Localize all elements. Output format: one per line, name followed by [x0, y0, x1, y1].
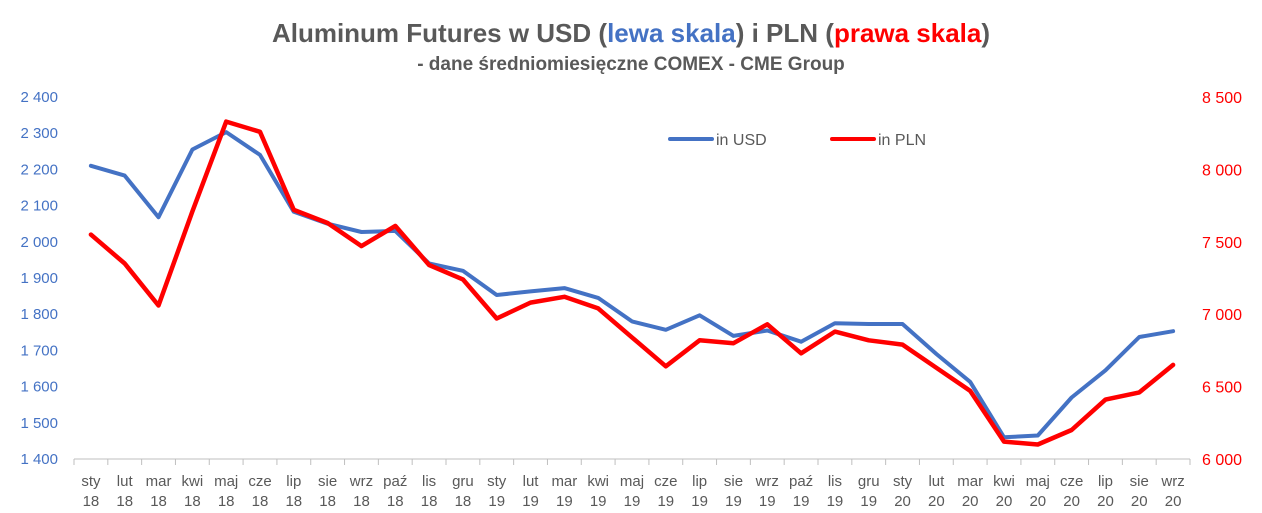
x-tick-label-month: wrz	[349, 473, 373, 490]
x-tick-label-month: cze	[248, 473, 271, 490]
x-tick-label-month: kwi	[182, 473, 204, 490]
x-tick-label-month: mar	[957, 473, 983, 490]
y-right-tick-label: 7 500	[1202, 235, 1242, 252]
y-left-tick-label: 1 800	[20, 306, 58, 323]
series-line-usd	[88, 130, 1176, 440]
x-tick-label-year: 18	[184, 493, 201, 510]
x-tick-label-month: paź	[383, 473, 407, 490]
x-tick-label-year: 19	[556, 493, 573, 510]
x-tick-label-year: 20	[996, 493, 1013, 510]
x-tick-label-month: sty	[893, 473, 913, 490]
x-tick-label-year: 19	[827, 493, 844, 510]
x-tick-label-month: lip	[286, 473, 301, 490]
x-tick-label-year: 18	[218, 493, 235, 510]
x-tick-label-year: 18	[387, 493, 404, 510]
x-tick-label-month: lis	[422, 473, 436, 490]
y-right-tick-label: 8 500	[1202, 90, 1242, 107]
chart-title-usd-scale: lewa skala	[607, 18, 736, 48]
x-tick-label-month: cze	[654, 473, 677, 490]
y-left-tick-label: 2 000	[20, 234, 58, 251]
x-tick-label-month: wrz	[1160, 473, 1184, 490]
x-tick-label-month: lis	[828, 473, 842, 490]
y-left-tick-label: 2 300	[20, 125, 58, 142]
y-left-tick-label: 2 400	[20, 89, 58, 106]
x-tick-label-year: 20	[1029, 493, 1046, 510]
x-tick-label-month: kwi	[587, 473, 609, 490]
y-left-tick-label: 1 900	[20, 270, 58, 287]
x-tick-label-month: paź	[789, 473, 813, 490]
x-tick-label-month: cze	[1060, 473, 1083, 490]
y-right-tick-label: 7 000	[1202, 307, 1242, 324]
chart-title-part-1: Aluminum Futures w USD (	[271, 18, 608, 48]
x-tick-label-year: 20	[928, 493, 945, 510]
y-left-tick-label: 1 600	[20, 379, 58, 396]
y-right-tick-label: 6 000	[1202, 452, 1242, 469]
x-tick-label-year: 19	[488, 493, 505, 510]
x-tick-label-year: 18	[455, 493, 472, 510]
x-tick-label-year: 18	[150, 493, 167, 510]
x-tick-label-year: 20	[1097, 493, 1114, 510]
x-tick-label-month: maj	[214, 473, 238, 490]
x-tick-label-month: lip	[1098, 473, 1113, 490]
y-right-tick-label: 6 500	[1202, 380, 1242, 397]
x-tick-label-year: 18	[421, 493, 438, 510]
x-tick-label-month: lut	[117, 473, 134, 490]
x-tick-label-year: 19	[793, 493, 810, 510]
x-tick-label-year: 20	[1165, 493, 1182, 510]
chart-title-part-2: ) i PLN (	[735, 18, 834, 48]
series-line-pln	[88, 119, 1176, 447]
x-tick-label-month: wrz	[755, 473, 779, 490]
x-tick-label-year: 19	[657, 493, 674, 510]
y-left-tick-label: 2 100	[20, 198, 58, 215]
x-tick-label-month: lut	[928, 473, 945, 490]
y-left-tick-label: 2 200	[20, 161, 58, 178]
x-tick-label-year: 19	[759, 493, 776, 510]
chart-title-pln-scale: prawa skala	[833, 18, 982, 48]
x-tick-label-year: 19	[522, 493, 539, 510]
x-tick-label-month: maj	[620, 473, 644, 490]
x-tick-label-year: 19	[725, 493, 742, 510]
legend-pln-label: in PLN	[878, 132, 926, 149]
x-tick-label-year: 18	[83, 493, 100, 510]
x-tick-label-month: lip	[692, 473, 707, 490]
x-tick-label-year: 20	[1131, 493, 1148, 510]
chart-title-part-3: )	[981, 18, 991, 48]
x-tick-label-month: sie	[1130, 473, 1149, 490]
x-tick-label-month: mar	[146, 473, 172, 490]
x-tick-label-year: 19	[860, 493, 877, 510]
x-tick-label-year: 19	[691, 493, 708, 510]
y-left-tick-label: 1 400	[20, 451, 58, 468]
legend-usd-label: in USD	[716, 132, 767, 149]
x-tick-label-year: 19	[624, 493, 641, 510]
x-tick-label-year: 20	[894, 493, 911, 510]
y-left-tick-label: 1 500	[20, 415, 58, 432]
y-left-tick-label: 1 700	[20, 342, 58, 359]
chart-title: Aluminum Futures w USD (lewa skala) i PL…	[0, 18, 1262, 49]
chart-subtitle: - dane średniomiesięczne COMEX - CME Gro…	[417, 54, 845, 75]
x-tick-label-month: sty	[81, 473, 101, 490]
x-tick-label-year: 18	[353, 493, 370, 510]
x-tick-label-month: lut	[523, 473, 540, 490]
x-tick-label-year: 18	[285, 493, 302, 510]
x-tick-label-month: maj	[1026, 473, 1050, 490]
y-right-tick-label: 8 000	[1202, 162, 1242, 179]
x-tick-label-year: 20	[1063, 493, 1080, 510]
x-tick-label-year: 18	[319, 493, 336, 510]
x-tick-label-month: mar	[551, 473, 577, 490]
x-tick-label-month: sty	[487, 473, 507, 490]
x-tick-label-year: 18	[116, 493, 133, 510]
x-tick-label-month: gru	[452, 473, 474, 490]
x-tick-label-year: 19	[590, 493, 607, 510]
x-tick-label-month: gru	[858, 473, 880, 490]
x-tick-label-month: kwi	[993, 473, 1015, 490]
x-tick-label-year: 18	[252, 493, 269, 510]
x-tick-label-month: sie	[318, 473, 337, 490]
x-tick-label-month: sie	[724, 473, 743, 490]
x-tick-label-year: 20	[962, 493, 979, 510]
